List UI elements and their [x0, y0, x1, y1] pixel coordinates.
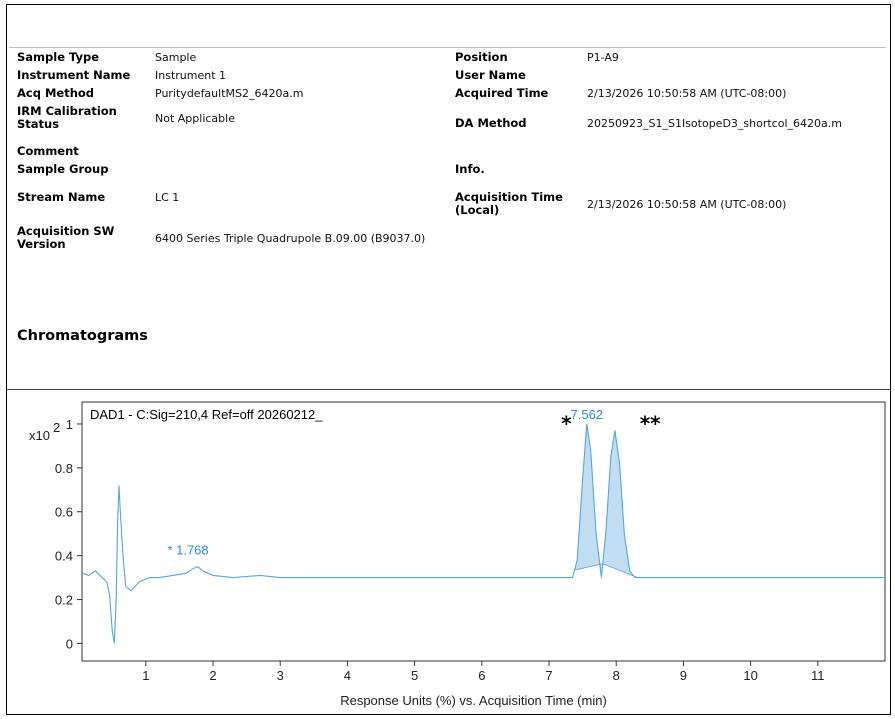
x-tick-label: 6: [478, 668, 485, 683]
y-tick-label: 1: [66, 417, 73, 432]
left-field-value: Instrument 1: [155, 69, 227, 82]
chromatogram-chart: DAD1 - C:Sig=210,4 Ref=off 20260212_x102…: [29, 401, 886, 708]
right-field-label: Acquisition Time (Local): [455, 190, 563, 217]
right-field-label: DA Method: [455, 116, 527, 130]
x-tick-label: 5: [411, 668, 418, 683]
peak-marker-annotation: **: [640, 412, 661, 436]
y-multiplier-label: x10: [29, 428, 50, 443]
peak-retention-label: 7.562: [571, 407, 604, 422]
x-tick-label: 10: [743, 668, 757, 683]
right-field-value: P1-A9: [587, 51, 619, 64]
left-field-label: IRM Calibration Status: [17, 104, 117, 131]
left-field-value: 6400 Series Triple Quadrupole B.09.00 (B…: [155, 232, 426, 245]
peak-baseline: [574, 563, 603, 571]
y-tick-label: 0.6: [55, 505, 73, 520]
x-tick-label: 8: [613, 668, 620, 683]
x-axis-label: Response Units (%) vs. Acquisition Time …: [340, 693, 607, 708]
chart-title: DAD1 - C:Sig=210,4 Ref=off 20260212_: [90, 407, 323, 422]
right-field-value: 2/13/2026 10:50:58 AM (UTC-08:00): [587, 87, 787, 100]
right-field-label: Info.: [455, 162, 485, 176]
right-field-value: 2/13/2026 10:50:58 AM (UTC-08:00): [587, 198, 787, 211]
left-field-value: PuritydefaultMS2_6420a.m: [155, 87, 304, 100]
left-field-label: Instrument Name: [17, 68, 131, 82]
x-tick-label: 11: [811, 668, 825, 683]
section-title-chromatograms: Chromatograms: [17, 328, 148, 344]
y-tick-label: 0.2: [55, 593, 73, 608]
x-tick-label: 4: [344, 668, 351, 683]
plot-area-border: [81, 401, 886, 662]
y-tick-label: 0: [66, 636, 73, 651]
y-exponent-label: 2: [53, 420, 60, 435]
right-field-label: Position: [455, 50, 508, 64]
y-tick-label: 0.8: [55, 461, 73, 476]
report-frame: Sample Type Sample Instrument Name Instrume…: [6, 4, 891, 715]
left-field-label: Sample Group: [17, 162, 109, 176]
left-field-value: LC 1: [155, 191, 180, 204]
right-field-label: Acquired Time: [455, 86, 549, 100]
right-field-value: 20250923_S1_S1IsotopeD3_shortcol_6420a.m: [587, 117, 842, 130]
peak-fill: [574, 423, 603, 578]
peak-fill: [602, 430, 638, 578]
x-tick-label: 9: [680, 668, 687, 683]
left-field-label: Acquisition SW Version: [17, 224, 115, 251]
x-tick-label: 3: [277, 668, 284, 683]
right-field-label: User Name: [455, 68, 526, 82]
x-tick-label: 1: [142, 668, 149, 683]
y-tick-label: 0.4: [55, 549, 73, 564]
left-field-label: Acq Method: [17, 86, 95, 100]
x-tick-label: 2: [209, 668, 216, 683]
left-field-value: Not Applicable: [155, 112, 235, 125]
peak-marker-annotation: *: [561, 412, 572, 436]
left-field-label: Sample Type: [17, 50, 100, 64]
left-field-label: Stream Name: [17, 190, 106, 204]
left-field-value: Sample: [155, 51, 197, 64]
left-field-label: Comment: [17, 144, 79, 158]
signal-trace: [81, 423, 885, 644]
peak-baseline: [602, 563, 638, 578]
header-rule: [9, 47, 886, 48]
section-divider: [7, 389, 890, 390]
x-tick-label: 7: [545, 668, 552, 683]
peak-retention-label: * 1.768: [167, 543, 208, 558]
